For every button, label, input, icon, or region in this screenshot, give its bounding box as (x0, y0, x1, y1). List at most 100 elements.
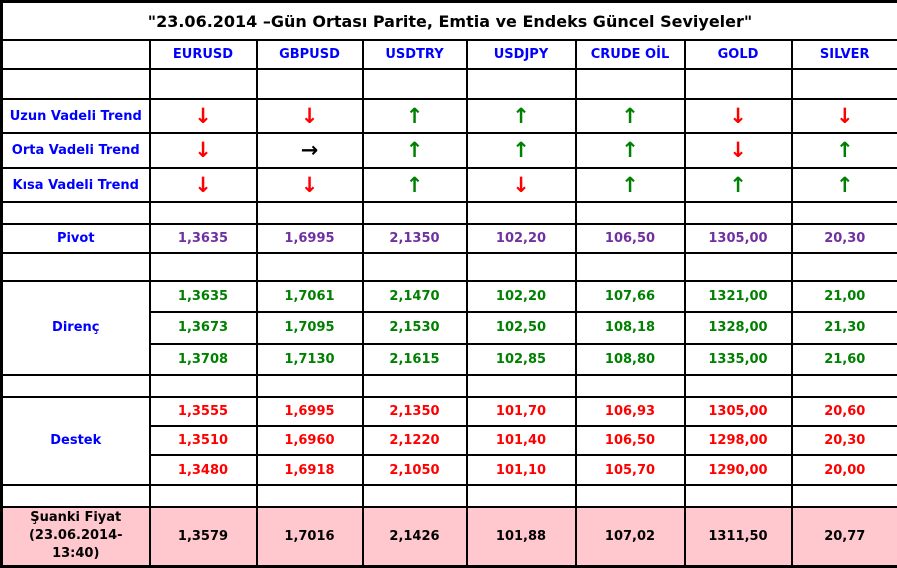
resistance-value: 1,7095 (255, 311, 364, 345)
empty-cell (0, 251, 151, 282)
resistance-value: 1321,00 (683, 279, 793, 314)
resistance-value: 108,80 (574, 342, 686, 376)
empty-cell (255, 483, 364, 508)
empty-cell (790, 251, 897, 282)
empty-cell (255, 68, 364, 100)
trend-cell: ↑ (465, 132, 577, 169)
up-arrow-icon: ↑ (512, 103, 530, 128)
down-arrow-icon: ↓ (729, 138, 747, 163)
trend-row-label: Uzun Vadeli Trend (0, 97, 151, 135)
support-row-label: Destek (0, 395, 151, 486)
resistance-value: 1335,00 (683, 342, 793, 376)
trend-cell: ↓ (255, 166, 364, 204)
empty-cell (465, 483, 577, 508)
support-value: 2,1050 (361, 454, 468, 486)
current-price-value: 101,88 (465, 505, 577, 568)
down-arrow-icon: ↓ (194, 172, 212, 197)
support-value: 101,40 (465, 425, 577, 457)
pivot-row-label: Pivot (0, 223, 151, 254)
up-arrow-icon: ↑ (512, 138, 530, 163)
up-arrow-icon: ↑ (405, 138, 424, 163)
empty-cell (148, 483, 258, 508)
pivot-value: 106,50 (574, 223, 686, 254)
trend-cell: ↓ (683, 132, 793, 169)
current-price-value: 107,02 (574, 505, 686, 568)
column-header-gold: GOLD (683, 39, 793, 71)
empty-cell (465, 201, 577, 226)
pivot-value: 20,30 (790, 223, 897, 254)
column-header-silver: SILVER (790, 39, 897, 71)
empty-cell (790, 68, 897, 100)
trend-cell: ↓ (790, 97, 897, 135)
support-value: 20,00 (790, 454, 897, 486)
column-header-eurusd: EURUSD (148, 39, 258, 71)
current-price-value: 1,7016 (255, 505, 364, 568)
support-value: 20,30 (790, 425, 897, 457)
report-title: "23.06.2014 –Gün Ortası Parite, Emtia ve… (0, 0, 897, 42)
empty-cell (790, 201, 897, 226)
trend-cell: ↑ (790, 132, 897, 169)
trend-cell: ↑ (361, 132, 468, 169)
pivot-value: 1305,00 (683, 223, 793, 254)
down-arrow-icon: ↓ (300, 103, 319, 128)
current-price-label: Şuanki Fiyat (23.06.2014- 13:40) (0, 505, 151, 568)
up-arrow-icon: ↑ (729, 172, 747, 197)
support-value: 106,93 (574, 395, 686, 428)
corner-cell (0, 39, 151, 71)
down-arrow-icon: ↓ (729, 103, 747, 128)
support-value: 1298,00 (683, 425, 793, 457)
empty-cell (683, 483, 793, 508)
empty-cell (465, 68, 577, 100)
support-value: 2,1220 (361, 425, 468, 457)
resistance-row-label: Direnç (0, 279, 151, 376)
trend-row-label: Orta Vadeli Trend (0, 132, 151, 169)
current-price-label-line: (23.06.2014- (28, 528, 123, 544)
empty-cell (574, 373, 686, 398)
resistance-value: 21,00 (790, 279, 897, 314)
empty-cell (0, 373, 151, 398)
trend-cell: ↓ (255, 97, 364, 135)
trend-cell: ↑ (361, 166, 468, 204)
current-price-value: 2,1426 (361, 505, 468, 568)
trend-cell: ↓ (465, 166, 577, 204)
current-price-label-line: 13:40) (52, 546, 100, 562)
current-price-label-line: Şuanki Fiyat (30, 510, 122, 526)
right-arrow-icon: → (300, 138, 319, 163)
empty-cell (683, 251, 793, 282)
support-value: 1,3510 (148, 425, 258, 457)
resistance-value: 1,7130 (255, 342, 364, 376)
empty-cell (0, 483, 151, 508)
trend-cell: ↑ (465, 97, 577, 135)
resistance-value: 102,85 (465, 342, 577, 376)
up-arrow-icon: ↑ (405, 103, 424, 128)
resistance-value: 21,30 (790, 311, 897, 345)
support-value: 1,6995 (255, 395, 364, 428)
current-price-value: 20,77 (790, 505, 897, 568)
empty-cell (361, 251, 468, 282)
column-header-crude-oi̇l: CRUDE OİL (574, 39, 686, 71)
support-value: 1,6918 (255, 454, 364, 486)
up-arrow-icon: ↑ (405, 172, 424, 197)
empty-cell (0, 201, 151, 226)
up-arrow-icon: ↑ (835, 172, 854, 197)
resistance-value: 21,60 (790, 342, 897, 376)
empty-cell (255, 373, 364, 398)
column-header-usdjpy: USDJPY (465, 39, 577, 71)
column-header-gbpusd: GBPUSD (255, 39, 364, 71)
empty-cell (361, 201, 468, 226)
down-arrow-icon: ↓ (835, 103, 854, 128)
empty-cell (683, 373, 793, 398)
support-value: 1,6960 (255, 425, 364, 457)
resistance-value: 2,1615 (361, 342, 468, 376)
empty-cell (574, 483, 686, 508)
column-header-usdtry: USDTRY (361, 39, 468, 71)
empty-cell (465, 251, 577, 282)
pivot-value: 1,3635 (148, 223, 258, 254)
support-value: 20,60 (790, 395, 897, 428)
up-arrow-icon: ↑ (835, 138, 854, 163)
empty-cell (148, 251, 258, 282)
empty-cell (574, 251, 686, 282)
up-arrow-icon: ↑ (621, 138, 639, 163)
support-value: 1290,00 (683, 454, 793, 486)
